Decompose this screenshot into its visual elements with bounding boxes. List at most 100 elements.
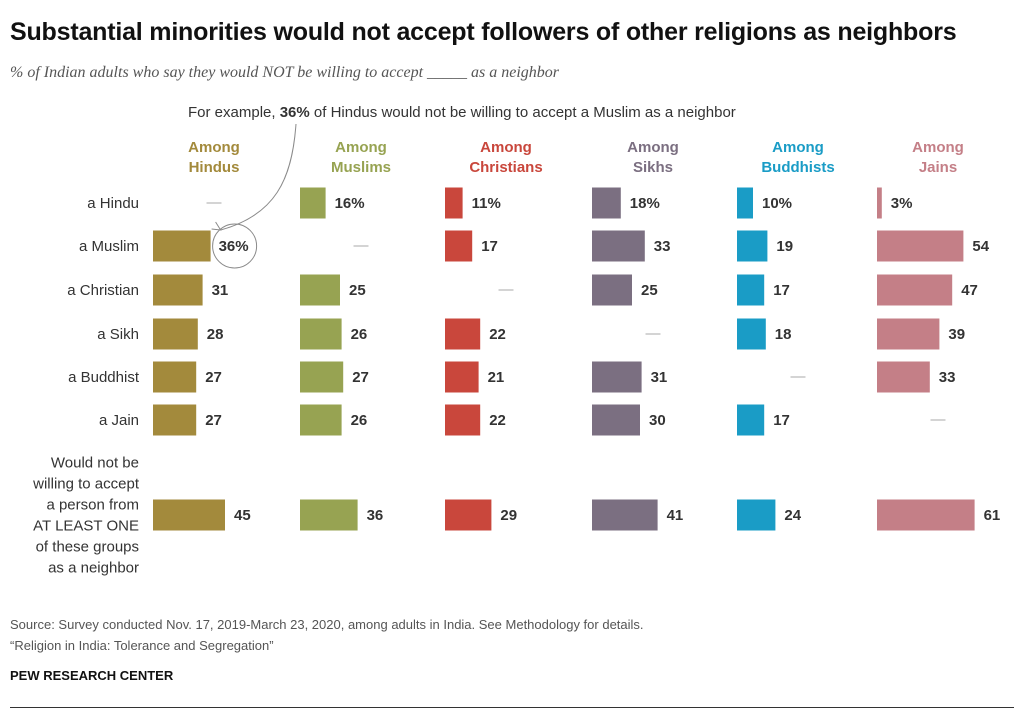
bar-among-buddhists-2 (737, 274, 765, 306)
value-label-among-jains-4: 33 (939, 369, 956, 386)
value-label-among-jains-6: 61 (984, 507, 1001, 524)
bar-among-sikhs-1 (592, 230, 645, 262)
row-label-0-line-0: a Hindu (87, 195, 139, 212)
bar-among-muslims-2 (300, 274, 340, 306)
value-label-among-hindus-2: 31 (212, 282, 229, 299)
value-label-among-christians-5: 22 (489, 412, 506, 429)
chart-subtitle: % of Indian adults who say they would NO… (10, 64, 560, 81)
bar-among-jains-2 (877, 274, 953, 306)
group-header-among-sikhs-line-0: Among (627, 139, 679, 156)
row-label-6-line-2: a person from (46, 497, 139, 514)
report-title: “Religion in India: Tolerance and Segreg… (10, 638, 274, 653)
highlight-circle (212, 223, 258, 269)
value-label-among-buddhists-5: 17 (773, 412, 790, 429)
group-header-among-muslims-line-0: Among (335, 139, 387, 156)
value-label-among-hindus-1: 36% (219, 238, 249, 255)
bar-among-jains-1 (877, 230, 964, 262)
value-label-among-christians-0: 11% (472, 195, 501, 212)
bar-among-sikhs-2 (592, 274, 632, 306)
value-label-among-hindus-5: 27 (205, 412, 222, 429)
bar-among-christians-1 (445, 230, 473, 262)
bar-among-muslims-4 (300, 361, 344, 393)
row-label-4-line-0: a Buddhist (68, 369, 140, 386)
source-note: Source: Survey conducted Nov. 17, 2019-M… (10, 617, 644, 632)
value-label-among-sikhs-5: 30 (649, 412, 666, 429)
bar-among-hindus-5 (153, 404, 197, 436)
example-annotation: For example, 36% of Hindus would not be … (188, 104, 736, 121)
value-label-among-jains-3: 39 (948, 326, 965, 343)
bar-among-christians-4 (445, 361, 479, 393)
bar-among-sikhs-0 (592, 187, 621, 219)
bar-among-sikhs-5 (592, 404, 640, 436)
bar-among-buddhists-0 (737, 187, 753, 219)
annotation-highlight-value: 36% (279, 104, 310, 121)
row-label-6-line-1: willing to accept (32, 476, 140, 493)
value-label-among-muslims-2: 25 (349, 282, 366, 299)
value-label-among-muslims-0: 16% (335, 195, 365, 212)
group-header-among-buddhists-line-0: Among (772, 139, 824, 156)
row-label-6-line-3: AT LEAST ONE (33, 518, 139, 535)
bar-among-christians-6 (445, 499, 492, 531)
missing-value-among-sikhs-3: — (646, 325, 661, 342)
value-label-among-sikhs-1: 33 (654, 238, 671, 255)
value-label-among-hindus-6: 45 (234, 507, 251, 524)
row-label-5-line-0: a Jain (99, 412, 139, 429)
row-label-6-line-0: Would not be (51, 455, 139, 472)
bar-among-christians-0 (445, 187, 463, 219)
bar-among-jains-3 (877, 318, 940, 350)
bar-among-hindus-3 (153, 318, 198, 350)
group-header-among-hindus-line-1: Hindus (189, 159, 240, 176)
value-label-among-christians-3: 22 (489, 326, 506, 343)
group-header-among-christians-line-0: Among (480, 139, 532, 156)
group-header-among-christians-line-1: Christians (469, 159, 542, 176)
brand-logo-text: PEW RESEARCH CENTER (10, 668, 174, 683)
bar-among-muslims-3 (300, 318, 342, 350)
value-label-among-hindus-3: 28 (207, 326, 224, 343)
row-label-1-line-0: a Muslim (79, 238, 139, 255)
value-label-among-sikhs-4: 31 (651, 369, 668, 386)
group-header-among-muslims-line-1: Muslims (331, 159, 391, 176)
annotation-suffix: of Hindus would not be willing to accept… (309, 104, 736, 121)
row-label-6-line-5: as a neighbor (48, 560, 139, 577)
annotation-prefix: For example, (188, 104, 280, 121)
value-label-among-buddhists-1: 19 (776, 238, 793, 255)
bar-among-buddhists-6 (737, 499, 776, 531)
bar-among-sikhs-4 (592, 361, 642, 393)
group-header-among-hindus-line-0: Among (188, 139, 240, 156)
bar-among-hindus-1 (153, 230, 211, 262)
value-label-among-jains-0: 3% (891, 195, 913, 212)
missing-value-among-christians-2: — (499, 281, 514, 298)
value-label-among-muslims-5: 26 (351, 412, 368, 429)
missing-value-among-muslims-1: — (354, 237, 369, 254)
value-label-among-muslims-4: 27 (352, 369, 369, 386)
bar-among-christians-5 (445, 404, 481, 436)
callout-arrow-line (220, 123, 297, 231)
value-label-among-sikhs-0: 18% (630, 195, 660, 212)
group-header-among-sikhs-line-1: Sikhs (633, 159, 673, 176)
value-label-among-sikhs-2: 25 (641, 282, 658, 299)
bar-among-hindus-2 (153, 274, 203, 306)
value-label-among-buddhists-3: 18 (775, 326, 792, 343)
bar-among-muslims-6 (300, 499, 358, 531)
row-label-6-line-4: of these groups (36, 539, 139, 556)
value-label-among-jains-2: 47 (961, 282, 978, 299)
bar-among-jains-6 (877, 499, 975, 531)
value-label-among-buddhists-0: 10% (762, 195, 792, 212)
bar-among-christians-3 (445, 318, 481, 350)
row-label-3-line-0: a Sikh (97, 326, 139, 343)
callout-arrow-head (211, 221, 222, 231)
group-header-among-jains-line-0: Among (912, 139, 964, 156)
value-label-among-hindus-4: 27 (205, 369, 222, 386)
value-label-among-muslims-3: 26 (351, 326, 368, 343)
group-header-among-jains-line-1: Jains (919, 159, 957, 176)
value-label-among-buddhists-6: 24 (784, 507, 801, 524)
value-label-among-christians-4: 21 (488, 369, 505, 386)
bar-among-hindus-4 (153, 361, 197, 393)
value-label-among-jains-1: 54 (972, 238, 989, 255)
group-header-among-buddhists-line-1: Buddhists (761, 159, 834, 176)
value-label-among-muslims-6: 36 (367, 507, 384, 524)
bar-among-muslims-5 (300, 404, 342, 436)
row-label-2-line-0: a Christian (67, 282, 139, 299)
missing-value-among-jains-5: — (931, 411, 946, 428)
value-label-among-christians-6: 29 (500, 507, 517, 524)
